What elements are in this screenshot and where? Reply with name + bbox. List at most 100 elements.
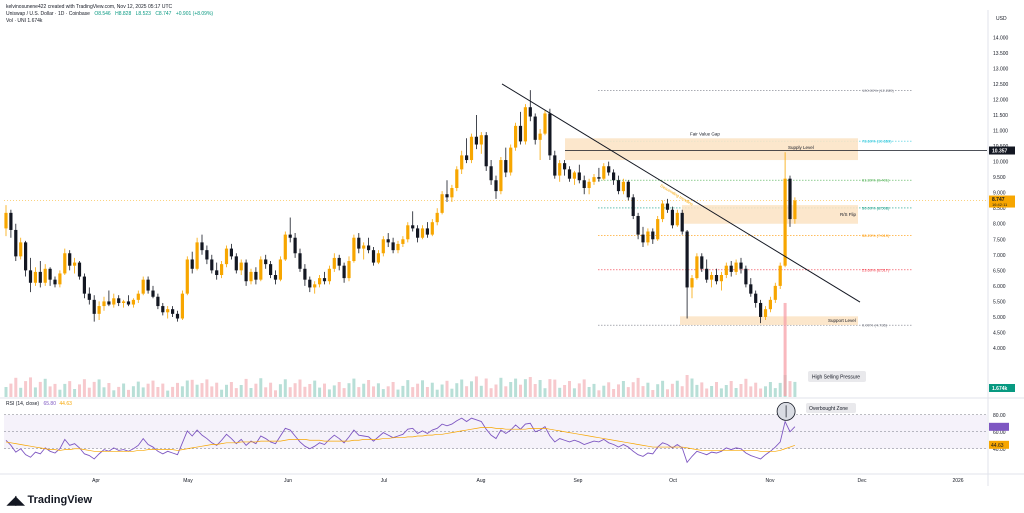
volume-bar bbox=[205, 379, 209, 397]
close-value: C8.747 bbox=[155, 11, 172, 17]
volume-bar bbox=[347, 383, 351, 397]
price-tick-label: 5.000 bbox=[993, 315, 1006, 321]
candle-body bbox=[695, 256, 699, 279]
volume-bar bbox=[656, 384, 660, 397]
candle-body bbox=[19, 242, 23, 257]
current-price-badge-label: 8.747 bbox=[992, 197, 1005, 203]
candle-body bbox=[322, 278, 327, 282]
volume-bar bbox=[572, 388, 576, 397]
open-value: O8.546 bbox=[94, 11, 111, 17]
volume-bar bbox=[259, 378, 263, 397]
candle-body bbox=[612, 172, 616, 181]
volume-bar bbox=[303, 386, 307, 397]
candle-body bbox=[229, 248, 233, 257]
candle-body bbox=[440, 194, 444, 213]
candle-body bbox=[367, 245, 371, 251]
candle-body bbox=[563, 163, 567, 170]
candle-body bbox=[714, 275, 719, 282]
rsi-band bbox=[4, 414, 987, 449]
candle-body bbox=[161, 306, 165, 313]
volume-bar bbox=[700, 382, 704, 397]
time-tick-label: Jun bbox=[284, 478, 292, 484]
volume-bar bbox=[494, 384, 498, 397]
volume-bar bbox=[685, 375, 689, 397]
candle-body bbox=[357, 237, 361, 249]
candle-body bbox=[342, 265, 346, 279]
rsi-ma-badge bbox=[989, 440, 1009, 449]
volume-bar bbox=[617, 384, 620, 397]
candle-body bbox=[386, 239, 390, 243]
candle-body bbox=[656, 219, 660, 240]
tradingview-logo[interactable]: ◢◣ TradingView bbox=[7, 493, 92, 507]
volume-bar bbox=[543, 388, 547, 397]
volume-bar bbox=[675, 380, 679, 397]
overbought-zone-label: Overbought Zone bbox=[809, 406, 848, 412]
candle-body bbox=[710, 275, 714, 280]
candle-body bbox=[234, 256, 238, 271]
candle-body bbox=[352, 237, 356, 262]
volume-bar bbox=[416, 383, 420, 397]
price-tick-label: 14.000 bbox=[993, 35, 1009, 41]
time-tick-label: Jul bbox=[381, 478, 387, 484]
candle-body bbox=[719, 275, 723, 282]
volume-bar bbox=[754, 382, 758, 397]
candle-body bbox=[141, 279, 145, 294]
candle-body bbox=[273, 275, 278, 280]
current-price-badge bbox=[989, 195, 1015, 208]
candle-body bbox=[239, 262, 243, 271]
candle-body bbox=[548, 113, 552, 156]
candle-body bbox=[180, 293, 184, 319]
candle-body bbox=[705, 268, 709, 280]
candle-body bbox=[122, 301, 126, 303]
volume-bar bbox=[729, 381, 733, 397]
candle-body bbox=[587, 181, 591, 189]
candle-body bbox=[768, 299, 772, 310]
volume-bar bbox=[705, 388, 709, 397]
volume-bar bbox=[362, 383, 366, 397]
price-tick-label: 8.500 bbox=[993, 206, 1006, 212]
candle-body bbox=[411, 225, 415, 229]
candle-body bbox=[249, 271, 253, 282]
candle-body bbox=[97, 306, 101, 314]
candle-body bbox=[773, 285, 777, 300]
volume-bar bbox=[283, 379, 287, 397]
candle-body bbox=[460, 155, 464, 170]
candle-body bbox=[509, 147, 513, 173]
candle-body bbox=[661, 203, 665, 220]
volume-bar bbox=[523, 379, 527, 397]
volume-bar bbox=[215, 382, 219, 397]
price-tick-label: 6.000 bbox=[993, 284, 1006, 290]
volume-bar bbox=[136, 381, 140, 397]
volume-bar bbox=[58, 389, 62, 397]
volume-bar bbox=[646, 382, 650, 397]
volume-bar bbox=[229, 382, 233, 397]
candle-body bbox=[166, 309, 170, 313]
volume-bar bbox=[293, 383, 297, 397]
candle-body bbox=[308, 279, 312, 288]
volume-bar bbox=[73, 389, 77, 397]
countdown-label: 16:42:11 bbox=[992, 202, 1008, 207]
candle-body bbox=[607, 166, 611, 173]
volume-bar bbox=[690, 378, 694, 397]
volume-bar bbox=[587, 387, 591, 397]
volume-bar bbox=[337, 382, 341, 397]
volume-bar bbox=[269, 382, 273, 397]
volume-bar bbox=[308, 384, 312, 397]
candle-body bbox=[190, 259, 194, 269]
time-tick-label: Oct bbox=[669, 478, 677, 484]
volume-bar bbox=[406, 380, 410, 397]
volume-bar bbox=[670, 383, 674, 397]
volume-badge bbox=[989, 384, 1015, 392]
descending-trendline bbox=[501, 83, 861, 303]
candle-body bbox=[528, 107, 532, 117]
candle-body bbox=[592, 177, 596, 182]
rsi-tick-label: 40.00 bbox=[993, 447, 1006, 453]
time-tick-label: Sep bbox=[574, 478, 583, 484]
volume-bar bbox=[621, 381, 625, 397]
volume-bar bbox=[661, 380, 665, 397]
candle-body bbox=[195, 242, 199, 269]
candle-body bbox=[53, 279, 57, 285]
candle-body bbox=[269, 264, 273, 276]
rsi-legend-ma: 44.63 bbox=[59, 401, 72, 407]
